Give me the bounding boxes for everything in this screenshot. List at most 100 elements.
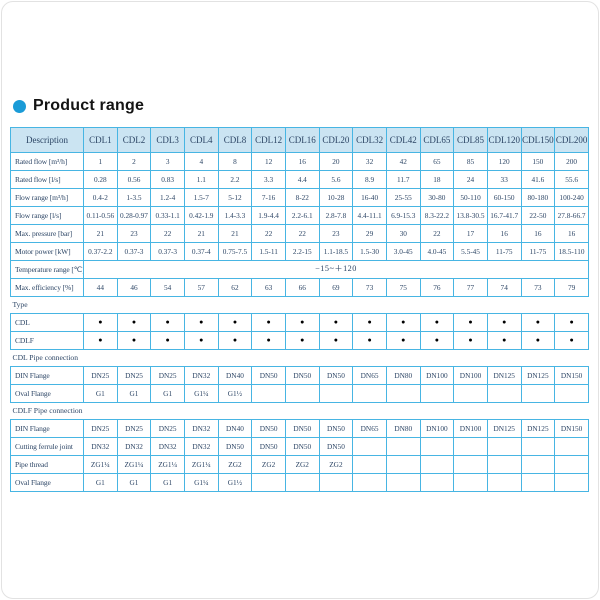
value-cell: 0.11-0.56 — [83, 206, 118, 225]
value-cell: 1.9-4.4 — [251, 206, 286, 225]
row-label: Oval Flange — [10, 473, 84, 492]
bullet-cell: ● — [183, 313, 219, 332]
row-label: CDLF — [10, 331, 84, 350]
value-cell: G1½ — [217, 384, 253, 403]
value-cell — [486, 473, 522, 492]
value-cell: 0.37-3 — [116, 242, 152, 261]
value-cell: 1.1-18.5 — [318, 242, 354, 261]
column-header: CDL85 — [453, 127, 488, 153]
value-cell: 50-110 — [453, 188, 488, 207]
value-cell: DN150 — [554, 419, 589, 438]
value-cell: ZG2 — [318, 455, 354, 474]
row-label: Pipe thread — [10, 455, 84, 474]
header-row: Description CDL1 CDL2 CDL3 CDL4 CDL8 CDL12 CDL1… — [10, 127, 589, 153]
product-range-table: Description CDL1 CDL2 CDL3 CDL4 CDL8 CDL12 CDL1… — [10, 127, 589, 492]
value-cell — [318, 384, 354, 403]
value-cell: G1 — [150, 384, 185, 403]
table-row: Motor power [kW] 0.37-2.2 0.37-3 0.37-3 0.37… — [10, 242, 589, 261]
column-header: CDL8 — [217, 127, 253, 153]
bullet-cell: ● — [217, 313, 253, 332]
value-cell — [385, 473, 421, 492]
row-label: Temperature range [℃] — [10, 260, 84, 279]
table-row: CDLF ● ● ● ● ● ● ● ● ● ● ● ● ● ● ● — [10, 331, 589, 350]
row-label: Rated flow [m³/h] — [10, 152, 84, 171]
value-cell: G1 — [116, 473, 152, 492]
value-cell: 0.42-1.9 — [183, 206, 219, 225]
value-cell: 79 — [554, 278, 589, 297]
row-label: Cutting ferrule joint — [10, 437, 84, 456]
value-cell: DN32 — [116, 437, 152, 456]
value-cell: 16 — [284, 152, 320, 171]
value-cell: 20 — [318, 152, 354, 171]
value-cell: 1.1 — [183, 170, 219, 189]
value-cell — [419, 473, 455, 492]
value-cell: 73 — [520, 278, 556, 297]
value-cell: 3 — [150, 152, 185, 171]
value-cell: DN100 — [419, 366, 455, 385]
value-cell — [385, 437, 421, 456]
value-cell: DN25 — [83, 419, 118, 438]
value-cell — [453, 473, 488, 492]
value-cell: 4.0-45 — [419, 242, 455, 261]
bullet-cell: ● — [554, 313, 589, 332]
value-cell: 85 — [453, 152, 488, 171]
value-cell — [554, 473, 589, 492]
value-cell: 46 — [116, 278, 152, 297]
value-cell: DN25 — [150, 366, 185, 385]
section-label: Type — [10, 296, 589, 314]
value-cell: DN100 — [419, 419, 455, 438]
row-label: Max. pressure [bar] — [10, 224, 84, 243]
table-row: DIN Flange DN25 DN25 DN25 DN32 DN40 DN50 DN50 DN… — [10, 419, 589, 438]
row-label: Oval Flange — [10, 384, 84, 403]
bullet-cell: ● — [352, 331, 387, 350]
value-cell: 100-240 — [554, 188, 589, 207]
value-cell: 54 — [150, 278, 185, 297]
spanned-value: −15~＋120 — [83, 260, 589, 279]
value-cell — [352, 384, 387, 403]
column-header: CDL2 — [116, 127, 152, 153]
bullet-cell: ● — [486, 331, 522, 350]
value-cell: ZG2 — [217, 455, 253, 474]
bullet-icon — [13, 99, 26, 113]
table-row: Rated flow [m³/h] 1 2 3 4 8 12 16 20 32 42 65 85 120 1… — [10, 152, 589, 171]
column-header: CDL150 — [520, 127, 556, 153]
row-label: Max. efficiency [%] — [10, 278, 84, 297]
table-row: Max. efficiency [%] 44 46 54 57 62 63 66 69 73 75 7… — [10, 278, 589, 297]
value-cell: DN32 — [83, 437, 118, 456]
value-cell: 4.4-11.1 — [352, 206, 387, 225]
value-cell: 77 — [453, 278, 488, 297]
value-cell: DN50 — [284, 366, 320, 385]
row-label: DIN Flange — [10, 366, 84, 385]
value-cell: 11.7 — [385, 170, 421, 189]
value-cell: 1.4-3.3 — [217, 206, 253, 225]
column-header: CDL65 — [419, 127, 455, 153]
value-cell: 23 — [318, 224, 354, 243]
value-cell: 8 — [217, 152, 253, 171]
value-cell — [419, 437, 455, 456]
value-cell: 1.5-7 — [183, 188, 219, 207]
value-cell — [251, 384, 286, 403]
value-cell: DN50 — [284, 437, 320, 456]
value-cell: 0.28-0.97 — [116, 206, 152, 225]
row-label: Rated flow [l/s] — [10, 170, 84, 189]
value-cell: 0.37-4 — [183, 242, 219, 261]
bullet-cell: ● — [217, 331, 253, 350]
value-cell: DN50 — [217, 437, 253, 456]
bullet-cell: ● — [251, 313, 286, 332]
value-cell: ZG1¼ — [183, 455, 219, 474]
value-cell: DN80 — [385, 419, 421, 438]
value-cell: DN50 — [318, 437, 354, 456]
value-cell: 0.28 — [83, 170, 118, 189]
table-row: DIN Flange DN25 DN25 DN25 DN32 DN40 DN50 DN50 DN… — [10, 366, 589, 385]
value-cell: 23 — [116, 224, 152, 243]
value-cell — [554, 384, 589, 403]
value-cell — [453, 437, 488, 456]
value-cell: 57 — [183, 278, 219, 297]
row-label: Motor power [kW] — [10, 242, 84, 261]
bullet-cell: ● — [284, 313, 320, 332]
value-cell: 0.37-3 — [150, 242, 185, 261]
value-cell: ZG1¼ — [116, 455, 152, 474]
value-cell: 8.9 — [352, 170, 387, 189]
value-cell: 3.0-45 — [385, 242, 421, 261]
value-cell: 0.4-2 — [83, 188, 118, 207]
